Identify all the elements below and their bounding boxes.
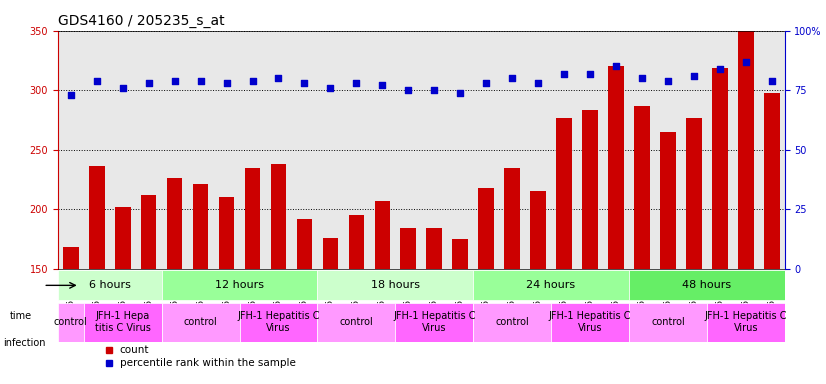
Bar — [660, 132, 676, 384]
Bar — [219, 197, 235, 384]
Point — [480, 80, 493, 86]
FancyBboxPatch shape — [629, 270, 785, 300]
Text: JFH-1 Hepatitis C
Virus: JFH-1 Hepatitis C Virus — [237, 311, 320, 333]
Point — [453, 89, 467, 96]
Text: JFH-1 Hepa
titis C Virus: JFH-1 Hepa titis C Virus — [95, 311, 150, 333]
Bar — [634, 106, 650, 384]
Bar — [686, 118, 701, 384]
Bar — [89, 166, 105, 384]
Text: infection: infection — [3, 338, 45, 348]
Bar — [63, 247, 78, 384]
Bar — [244, 167, 260, 384]
Text: 48 hours: 48 hours — [682, 280, 731, 290]
Text: control: control — [496, 317, 529, 327]
Point — [246, 78, 259, 84]
FancyBboxPatch shape — [473, 270, 629, 300]
FancyBboxPatch shape — [551, 303, 629, 342]
Point — [220, 80, 233, 86]
Point — [272, 75, 285, 81]
Bar — [505, 167, 520, 384]
FancyBboxPatch shape — [629, 303, 707, 342]
Bar — [167, 178, 183, 384]
Text: 18 hours: 18 hours — [371, 280, 420, 290]
Text: count: count — [120, 345, 150, 355]
Text: percentile rank within the sample: percentile rank within the sample — [120, 358, 296, 368]
Point — [531, 80, 544, 86]
Text: 12 hours: 12 hours — [215, 280, 264, 290]
Text: control: control — [651, 317, 685, 327]
Point — [64, 92, 78, 98]
Text: time: time — [10, 311, 32, 321]
Text: JFH-1 Hepatitis C
Virus: JFH-1 Hepatitis C Virus — [548, 311, 631, 333]
Point — [558, 71, 571, 77]
FancyBboxPatch shape — [162, 303, 240, 342]
Bar — [453, 239, 468, 384]
Point — [687, 73, 700, 79]
Text: 24 hours: 24 hours — [526, 280, 576, 290]
Text: JFH-1 Hepatitis C
Virus: JFH-1 Hepatitis C Virus — [393, 311, 476, 333]
Bar — [556, 118, 572, 384]
Bar — [426, 228, 442, 384]
FancyBboxPatch shape — [317, 303, 396, 342]
Bar — [374, 201, 390, 384]
FancyBboxPatch shape — [83, 303, 162, 342]
Text: JFH-1 Hepatitis C
Virus: JFH-1 Hepatitis C Virus — [705, 311, 787, 333]
Bar — [297, 219, 312, 384]
Point — [713, 66, 726, 72]
Point — [324, 85, 337, 91]
Text: 6 hours: 6 hours — [89, 280, 131, 290]
Bar — [738, 31, 753, 384]
Point — [739, 59, 752, 65]
Point — [583, 71, 596, 77]
Bar — [582, 111, 598, 384]
Point — [90, 78, 103, 84]
FancyBboxPatch shape — [162, 270, 317, 300]
Bar — [323, 238, 338, 384]
Point — [506, 75, 519, 81]
Bar — [712, 68, 728, 384]
FancyBboxPatch shape — [240, 303, 317, 342]
Point — [116, 85, 130, 91]
Point — [376, 83, 389, 89]
Bar — [192, 184, 208, 384]
Bar — [115, 207, 131, 384]
Bar — [608, 66, 624, 384]
FancyBboxPatch shape — [58, 303, 83, 342]
Bar — [401, 228, 416, 384]
Point — [401, 87, 415, 93]
Bar — [141, 195, 156, 384]
Point — [168, 78, 181, 84]
Text: control: control — [183, 317, 217, 327]
FancyBboxPatch shape — [58, 270, 162, 300]
Bar — [478, 188, 494, 384]
Bar — [764, 93, 780, 384]
FancyBboxPatch shape — [396, 303, 473, 342]
Text: control: control — [339, 317, 373, 327]
FancyBboxPatch shape — [707, 303, 785, 342]
Bar — [349, 215, 364, 384]
Point — [662, 78, 675, 84]
FancyBboxPatch shape — [317, 270, 473, 300]
Point — [298, 80, 311, 86]
Bar — [271, 164, 287, 384]
Point — [428, 87, 441, 93]
FancyBboxPatch shape — [473, 303, 551, 342]
Point — [635, 75, 648, 81]
Text: GDS4160 / 205235_s_at: GDS4160 / 205235_s_at — [58, 14, 225, 28]
Point — [142, 80, 155, 86]
Bar — [530, 191, 546, 384]
Point — [765, 78, 778, 84]
Point — [610, 63, 623, 70]
Point — [194, 78, 207, 84]
Text: control: control — [54, 317, 88, 327]
Point — [349, 80, 363, 86]
